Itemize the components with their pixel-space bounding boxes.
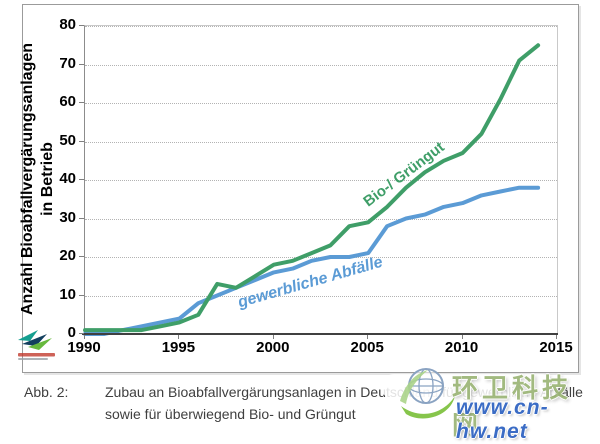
y-tick-mark-50 (79, 140, 84, 142)
y-tick-mark-80 (79, 25, 84, 26)
y-tick-label-20: 20 (59, 247, 76, 264)
y-tick-mark-0 (79, 333, 84, 334)
y-tick-label-60: 60 (59, 93, 76, 110)
y-tick-label-40: 40 (59, 170, 76, 187)
y-tick-label-30: 30 (59, 208, 76, 226)
y-tick-label-80: 80 (59, 16, 76, 33)
y-tick-mark-60 (79, 102, 84, 103)
gridline-y-10 (85, 295, 557, 297)
x-tick-mark-2015 (556, 335, 557, 339)
caption-label: Abb. 2: (24, 384, 69, 400)
y-tick-mark-10 (79, 294, 84, 296)
x-axis-line (82, 333, 558, 335)
series-line-gewerbliche-abf-lle (83, 185, 541, 336)
gridline-y-40 (85, 180, 557, 181)
x-tick-mark-2000 (272, 335, 274, 339)
institute-logo-icon (16, 327, 58, 368)
series-line-bio-gr-ngut (83, 43, 541, 333)
plot-area (83, 25, 558, 336)
globe-leaf-logo-icon (398, 361, 460, 426)
x-tick-label-1995: 1995 (161, 339, 196, 356)
y-tick-mark-30 (79, 217, 84, 219)
x-tick-mark-1990 (84, 335, 85, 339)
x-tick-label-2015: 2015 (539, 339, 573, 356)
x-tick-label-1990: 1990 (67, 339, 101, 356)
series-svg (83, 43, 541, 336)
watermark-url: www.cn-hw.net (456, 396, 549, 443)
x-tick-label-2005: 2005 (350, 339, 384, 356)
x-tick-mark-2005 (367, 335, 369, 339)
y-tick-label-0: 0 (67, 324, 76, 341)
y-tick-label-10: 10 (59, 285, 76, 303)
y-tick-label-70: 70 (59, 54, 76, 72)
gridline-y-60 (85, 103, 557, 104)
x-tick-mark-1995 (178, 335, 180, 339)
gridline-y-70 (85, 64, 557, 66)
page-root: { "chart_data": { "type": "line", "title… (16, 4, 583, 443)
y-tick-mark-40 (79, 179, 84, 180)
x-tick-mark-2010 (461, 335, 463, 339)
y-tick-label-50: 50 (59, 131, 76, 149)
y-tick-mark-70 (79, 63, 84, 65)
caption-line2: sowie für überwiegend Bio- und Grüngut (105, 406, 356, 422)
gridline-y-80 (85, 26, 557, 27)
gridline-y-50 (85, 141, 557, 143)
x-tick-label-2010: 2010 (444, 339, 479, 356)
x-tick-label-2000: 2000 (256, 339, 290, 356)
y-tick-mark-20 (79, 256, 84, 257)
gridline-y-30 (85, 218, 557, 220)
